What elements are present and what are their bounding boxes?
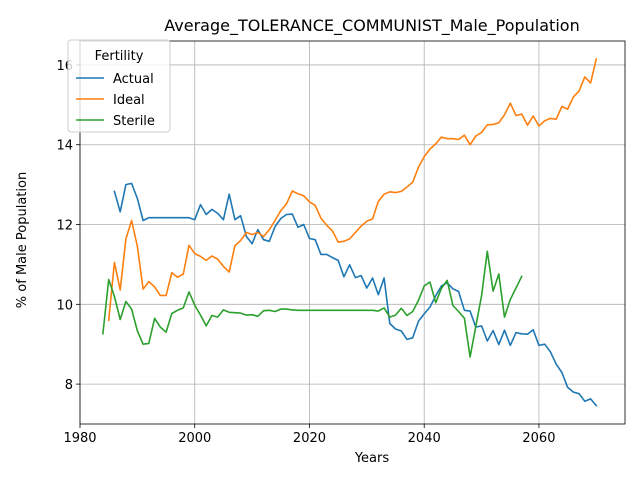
y-axis-label: % of Male Population — [15, 172, 30, 308]
x-tick-label: 2040 — [408, 431, 441, 446]
chart-title: Average_TOLERANCE_COMMUNIST_Male_Populat… — [164, 16, 579, 36]
plot-frame — [79, 40, 626, 425]
x-tick-label: 2020 — [293, 431, 326, 446]
y-tick-label: 12 — [56, 219, 73, 234]
legend: Fertility Actual Ideal Sterile — [67, 39, 171, 133]
legend-label-actual: Actual — [113, 72, 154, 87]
y-tick-label: 8 — [65, 378, 73, 393]
x-tick-label: 2000 — [178, 431, 211, 446]
series-line-ideal — [107, 58, 598, 322]
legend-items: Actual Ideal Sterile — [76, 72, 155, 129]
legend-box — [67, 39, 171, 133]
legend-label-ideal: Ideal — [113, 93, 145, 108]
series-lines — [102, 58, 598, 407]
x-tick-label: 2060 — [522, 431, 555, 446]
series-line-actual — [113, 182, 598, 407]
grid — [79, 41, 625, 424]
series-line-sterile — [102, 250, 523, 358]
y-tick-label: 14 — [56, 139, 73, 154]
x-tick-label: 1980 — [63, 431, 96, 446]
x-axis-label: Years — [354, 451, 390, 466]
legend-label-sterile: Sterile — [113, 114, 155, 129]
y-tick-label: 10 — [56, 298, 73, 313]
legend-title: Fertility — [95, 49, 144, 64]
